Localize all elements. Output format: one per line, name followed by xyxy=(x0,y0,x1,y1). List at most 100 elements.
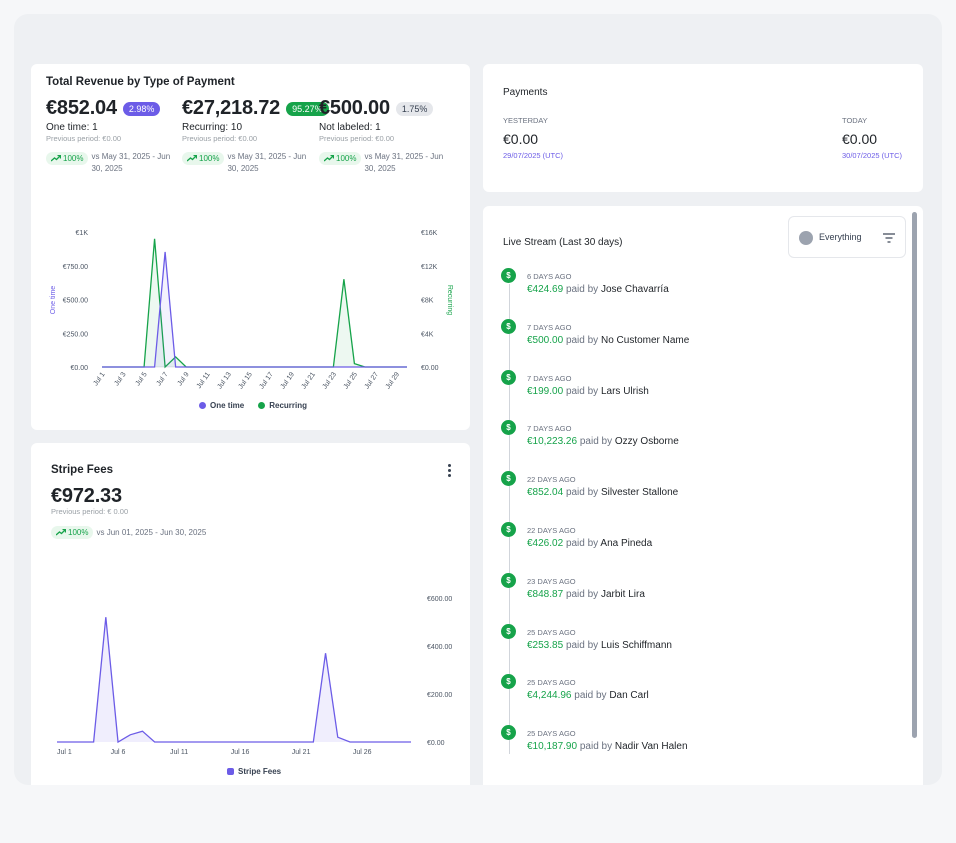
x-tick-label: Jul 29 xyxy=(385,371,402,390)
metric-previous-period: Previous period: €0.00 xyxy=(319,134,395,143)
x-tick-label: Jul 9 xyxy=(177,371,191,387)
event-amount: €848.87 xyxy=(527,588,564,600)
x-tick-label: Jul 16 xyxy=(231,749,250,756)
x-tick-label: Jul 3 xyxy=(113,371,127,387)
scrollbar[interactable] xyxy=(912,212,917,738)
legend-recurring[interactable]: Recurring xyxy=(258,401,307,410)
yesterday-value: €0.00 xyxy=(503,131,539,147)
event-paid-by: paid by xyxy=(565,334,599,346)
event-customer: Silvester Stallone xyxy=(600,487,679,499)
event-description: €426.02 paid by Ana Pineda xyxy=(527,538,652,549)
metric-vs-period: vs May 31, 2025 - Jun 30, 2025 xyxy=(364,152,444,173)
metric-trend-badge: 100% xyxy=(319,152,362,165)
fees-trend-row: 100% vs Jun 01, 2025 - Jun 30, 2025 xyxy=(51,526,206,539)
event-paid-by: paid by xyxy=(565,284,599,295)
y-tick: €400.00 xyxy=(427,644,452,651)
metric-share-badge: 1.75% xyxy=(395,101,434,116)
filter-value: Everything xyxy=(819,232,862,242)
metric-share-badge: 2.98% xyxy=(122,101,161,116)
event-paid-by: paid by xyxy=(565,385,599,397)
event-time-ago: 25 DAYS AGO xyxy=(527,729,576,739)
y-tick-left: €0.00 xyxy=(70,365,88,372)
event-amount: €852.04 xyxy=(527,487,564,499)
dollar-icon: $ xyxy=(501,674,516,690)
legend-stripe-fees[interactable]: Stripe Fees xyxy=(227,767,281,776)
series-line xyxy=(57,617,411,744)
y-tick-left: €500.00 xyxy=(63,298,88,305)
metric-column: €500.00 1.75% Not labeled: 1 Previous perio… xyxy=(319,97,454,175)
dollar-icon: $ xyxy=(501,572,516,588)
y-tick-right: €12K xyxy=(421,264,438,271)
x-tick-label: Jul 7 xyxy=(156,371,170,387)
yesterday-date[interactable]: 29/07/2025 (UTC) xyxy=(503,151,564,160)
x-tick-label: Jul 6 xyxy=(111,749,126,756)
filter-dropdown[interactable]: Everything xyxy=(788,216,906,258)
live-stream-title: Live Stream (Last 30 days) xyxy=(503,237,623,248)
event-amount: €424.69 xyxy=(527,284,564,295)
event-time-ago: 22 DAYS AGO xyxy=(527,526,576,535)
series-line xyxy=(102,251,407,368)
event-time-ago: 6 DAYS AGO xyxy=(527,272,572,281)
event-paid-by: paid by xyxy=(579,741,613,753)
fees-previous-period: Previous period: € 0.00 xyxy=(51,507,129,516)
y-tick-right: €0.00 xyxy=(421,365,439,372)
dollar-icon: $ xyxy=(501,623,516,639)
y-tick-left: €1K xyxy=(76,230,89,237)
event-customer: Ana Pineda xyxy=(600,538,653,549)
event-customer: Jose Chavarría xyxy=(600,284,669,295)
event-description: €4,244.96 paid by Dan Carl xyxy=(527,690,649,701)
event-description: €253.85 paid by Luis Schiffmann xyxy=(527,640,672,651)
payments-title: Payments xyxy=(503,87,548,98)
event-description: €424.69 paid by Jose Chavarría xyxy=(527,284,669,295)
legend-one-time[interactable]: One time xyxy=(199,401,244,410)
metric-column: €852.04 2.98% One time: 1 Previous period: … xyxy=(46,97,181,175)
event-customer: Nadir Van Halen xyxy=(614,741,688,753)
today-date[interactable]: 30/07/2025 (UTC) xyxy=(842,151,903,160)
trend-up-icon xyxy=(56,529,66,536)
metric-vs-period: vs May 31, 2025 - Jun 30, 2025 xyxy=(227,152,307,173)
event-amount: €4,244.96 xyxy=(527,690,572,702)
event-paid-by: paid by xyxy=(565,588,599,600)
event-description: €10,223.26 paid by Ozzy Osborne xyxy=(527,436,679,447)
metric-share-badge: 95.27% xyxy=(286,101,329,116)
filter-type-icon xyxy=(799,231,813,245)
metric-column: €27,218.72 95.27% Recurring: 10 Previous pe… xyxy=(182,97,329,175)
metric-label: One time: 1 xyxy=(46,122,98,133)
event-description: €199.00 paid by Lars Ulrish xyxy=(527,386,649,397)
y-tick: €200.00 xyxy=(427,692,452,699)
event-paid-by: paid by xyxy=(579,436,613,448)
dollar-icon: $ xyxy=(501,268,516,283)
trend-up-icon xyxy=(324,155,334,162)
metric-trend-badge: 100% xyxy=(46,152,89,165)
metric-label: Not labeled: 1 xyxy=(319,122,381,133)
fees-title: Stripe Fees xyxy=(51,464,113,476)
today-label: TODAY xyxy=(842,116,868,125)
x-tick-label: Jul 1 xyxy=(92,371,106,387)
dollar-icon: $ xyxy=(501,471,516,487)
x-tick-label: Jul 17 xyxy=(258,371,275,390)
trend-up-icon xyxy=(187,155,197,162)
x-tick-label: Jul 13 xyxy=(216,371,233,390)
live-stream-card: Live Stream (Last 30 days) Everything $6… xyxy=(483,206,923,785)
yesterday-label: YESTERDAY xyxy=(503,116,548,125)
metric-trend-badge: 100% xyxy=(182,152,225,165)
series-area xyxy=(102,238,407,367)
filter-icon xyxy=(883,233,895,243)
x-tick-label: Jul 26 xyxy=(353,749,372,756)
event-time-ago: 7 DAYS AGO xyxy=(527,322,572,332)
dollar-icon: $ xyxy=(501,420,516,436)
fees-trend-badge: 100% xyxy=(51,526,94,539)
event-paid-by: paid by xyxy=(565,639,599,651)
dollar-icon: $ xyxy=(501,318,516,334)
y-tick-right: €8K xyxy=(421,298,434,305)
fees-vs: vs Jun 01, 2025 - Jun 30, 2025 xyxy=(96,527,207,537)
today-value: €0.00 xyxy=(842,131,878,147)
dashboard: Total Revenue by Type of Payment €852.04… xyxy=(14,14,942,785)
x-tick-label: Jul 15 xyxy=(237,371,254,390)
x-tick-label: Jul 5 xyxy=(134,371,148,387)
event-customer: Lars Ulrish xyxy=(600,385,649,397)
more-options-icon[interactable] xyxy=(445,464,453,478)
series-area xyxy=(102,251,407,367)
revenue-legend: One time Recurring xyxy=(199,401,307,410)
event-amount: €426.02 xyxy=(527,538,564,549)
